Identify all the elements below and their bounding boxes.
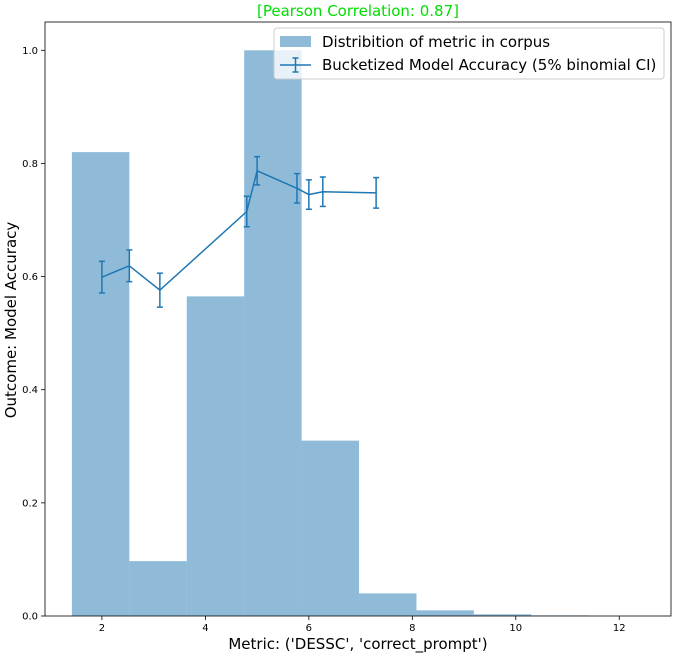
x-axis-label: Metric: ('DESSC', 'correct_prompt') [228, 635, 487, 654]
accuracy-line [101, 169, 377, 292]
error-bar-6 [305, 179, 312, 211]
y-tick-label: 1.0 [22, 46, 38, 57]
histogram-bar-0 [71, 152, 130, 616]
y-tick-label: 0.4 [22, 385, 38, 396]
y-axis-label: Outcome: Model Accuracy [2, 222, 20, 419]
x-tick-label: 8 [409, 623, 415, 634]
histogram-bar-6 [416, 610, 474, 616]
y-axis-ticks: 0.0 0.2 0.4 0.6 0.8 1.0 [22, 46, 45, 623]
error-bar-3 [243, 195, 250, 228]
histogram-bar-2 [186, 296, 245, 616]
legend: Distribition of metric in corpus Bucketi… [273, 27, 665, 80]
x-tick-label: 10 [509, 623, 522, 634]
error-bar-5 [293, 172, 300, 204]
histogram-bar-7 [473, 614, 532, 616]
legend-histogram-label: Distribition of metric in corpus [322, 33, 550, 51]
accuracy-line-layer [98, 155, 380, 308]
histogram-layer [71, 50, 589, 617]
x-axis-ticks: 2 4 6 8 10 12 [99, 616, 626, 634]
error-bar-7 [319, 176, 326, 208]
error-bar-8 [373, 176, 380, 209]
error-bar-0 [98, 260, 105, 294]
x-tick-label: 4 [202, 623, 208, 634]
histogram-bar-1 [129, 561, 187, 616]
error-bar-2 [156, 272, 163, 308]
axes-frame [44, 21, 672, 617]
histogram-bar-4 [301, 440, 360, 616]
legend-histogram-swatch [280, 36, 311, 47]
x-tick-label: 6 [306, 623, 312, 634]
error-bar-4 [254, 155, 261, 186]
chart-title: [Pearson Correlation: 0.87] [257, 2, 459, 20]
legend-box [273, 27, 665, 80]
y-tick-label: 0.0 [22, 612, 38, 623]
x-tick-label: 12 [613, 623, 626, 634]
plot-area [44, 21, 672, 617]
legend-line-swatch [280, 57, 311, 73]
error-bar-1 [126, 249, 133, 283]
y-tick-label: 0.6 [22, 272, 38, 283]
histogram-bar-3 [244, 50, 302, 617]
y-tick-label: 0.8 [22, 159, 38, 170]
legend-line-label: Bucketized Model Accuracy (5% binomial C… [322, 56, 656, 74]
y-tick-label: 0.2 [22, 498, 38, 509]
histogram-bar-5 [359, 593, 417, 616]
x-tick-label: 2 [99, 623, 105, 634]
